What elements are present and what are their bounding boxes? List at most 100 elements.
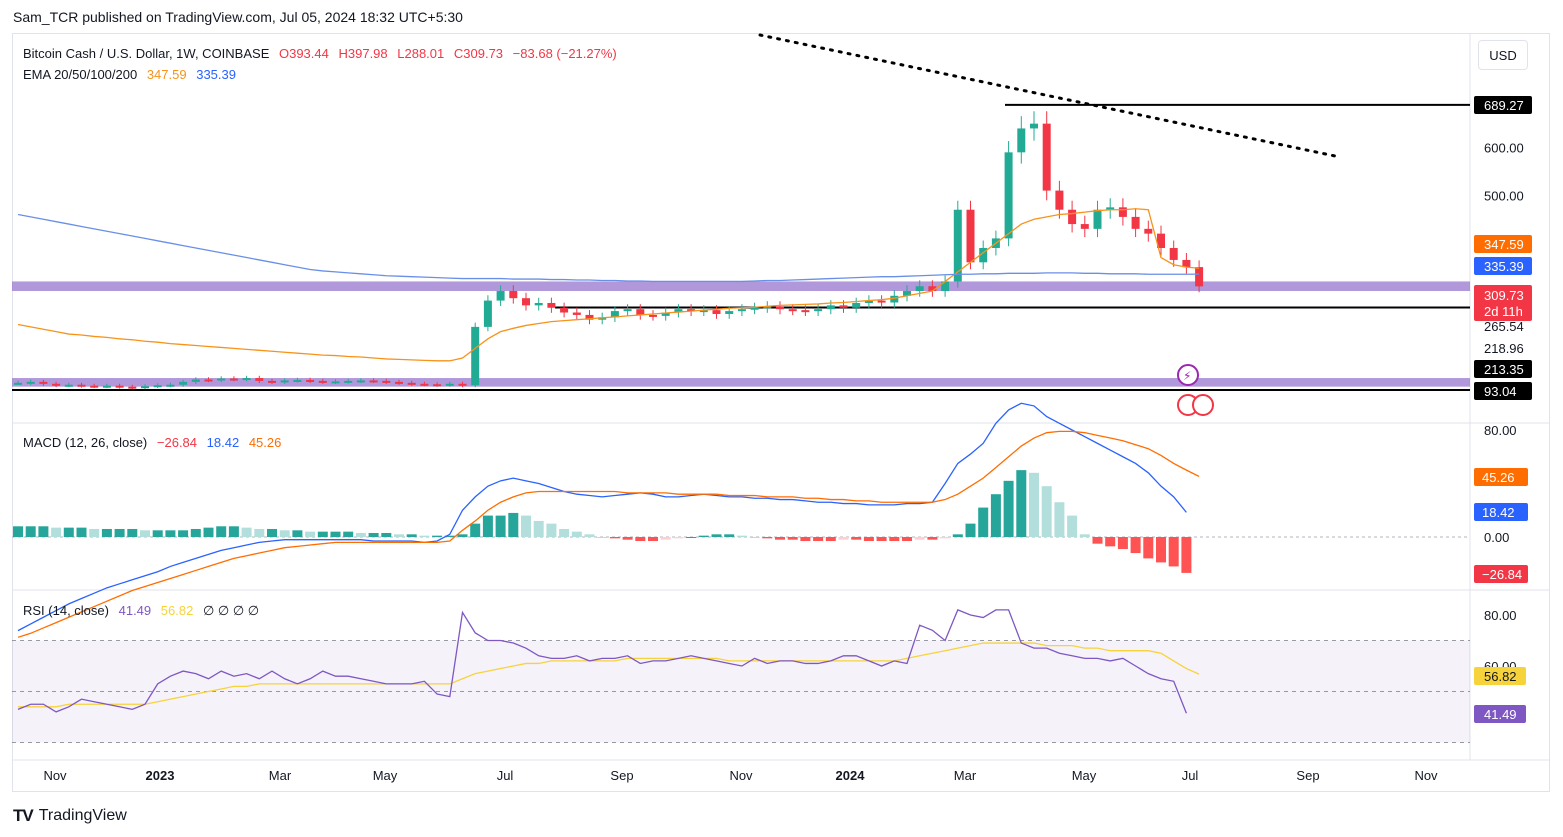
candle-body [1131, 216, 1140, 229]
rsi-label-badge [1474, 667, 1526, 685]
macd-histogram-bar [673, 537, 684, 539]
price-label-text: 213.35 [1484, 362, 1524, 377]
candle-body [966, 209, 975, 263]
ema-orange-line [17, 208, 1200, 362]
rsi-label-text: 56.82 [1484, 669, 1517, 684]
candle-body [331, 381, 340, 384]
ema-legend: EMA 20/50/100/200 347.59 335.39 [23, 67, 242, 82]
ohlc-open: O393.44 [278, 46, 329, 61]
candle-body [395, 381, 403, 384]
rsi-empty-values: ∅ ∅ ∅ ∅ [202, 603, 260, 618]
macd-histogram-bar [178, 530, 189, 537]
macd-histogram-bar [813, 537, 824, 542]
macd-histogram-bar [1092, 537, 1103, 544]
candle-body [598, 317, 607, 320]
candle-body [1042, 123, 1051, 191]
candle-body [166, 384, 175, 387]
ema-value-1: 347.59 [146, 67, 187, 82]
macd-histogram-bar [470, 523, 481, 537]
time-axis-tick: Mar [269, 768, 292, 783]
rsi-axis-tick: 80.00 [1484, 608, 1517, 623]
candle-body [864, 300, 873, 303]
price-axis-tick: 500.00 [1484, 188, 1524, 203]
price-label-badge [1474, 285, 1532, 321]
candle-body [1055, 190, 1064, 210]
support-zone [12, 281, 1470, 292]
macd-histogram-bar [952, 534, 963, 537]
candle-body [572, 312, 581, 315]
candle-body [1080, 224, 1089, 229]
macd-histogram-bar [660, 537, 671, 540]
candle-body [382, 380, 391, 383]
candle-body [217, 378, 226, 381]
macd-histogram-bar [152, 530, 163, 537]
price-label-badge [1474, 382, 1532, 400]
macd-histogram-bar [292, 530, 303, 537]
macd-histogram-bar [914, 537, 925, 540]
macd-histogram-bar [762, 537, 773, 539]
candle-body [293, 379, 302, 382]
candle-body [674, 309, 683, 313]
macd-histogram-bar [368, 532, 379, 537]
candle-body [776, 306, 784, 310]
macd-histogram-bar [63, 527, 74, 537]
candle-body [661, 312, 670, 316]
brand-name: TradingView [38, 807, 127, 824]
macd-histogram-bar [749, 537, 760, 538]
candle-body [750, 307, 759, 310]
candle-body [1004, 152, 1013, 239]
price-label-text: 218.96 [1484, 341, 1524, 356]
macd-histogram-bar [1105, 537, 1116, 547]
macd-histogram-bar [927, 537, 938, 540]
candle-body [1017, 128, 1026, 153]
macd-label-text: 45.26 [1482, 470, 1515, 485]
candle-body [712, 310, 721, 314]
candle-body [64, 384, 73, 387]
candle-body [356, 380, 365, 383]
macd-histogram-bar [140, 530, 150, 537]
macd-histogram-bar [241, 527, 252, 537]
price-label-countdown: 2d 11h [1484, 304, 1523, 319]
macd-histogram-bar [1016, 470, 1027, 537]
candle-body [268, 380, 276, 383]
macd-histogram-bar [76, 527, 87, 537]
candle-body [280, 380, 289, 383]
macd-signal-value: 45.26 [248, 435, 282, 450]
price-axis-tick: 600.00 [1484, 141, 1524, 156]
macd-histogram-bar [1054, 502, 1065, 537]
candle-body [1195, 267, 1204, 287]
rsi-label: RSI (14, close) [23, 603, 109, 618]
candle-body [1182, 259, 1191, 268]
candle-body [585, 314, 594, 320]
symbol-name: Bitcoin Cash / U.S. Dollar, 1W, COINBASE [23, 46, 270, 61]
macd-histogram-bar [902, 537, 912, 542]
macd-histogram-bar [457, 534, 468, 537]
currency-button[interactable]: USD [1478, 40, 1528, 70]
ohlc-change: −83.68 (−21.27%) [512, 46, 617, 61]
macd-histogram-bar [267, 528, 277, 537]
candle-body [102, 385, 111, 388]
macd-histogram-bar [228, 526, 239, 537]
price-label-badge [1474, 257, 1532, 275]
macd-histogram-bar [978, 507, 989, 537]
macd-histogram-bar [851, 537, 862, 540]
macd-histogram-bar [1117, 537, 1128, 550]
macd-histogram-bar [838, 537, 849, 540]
candle-body [763, 306, 772, 309]
macd-histogram-bar [394, 534, 404, 537]
candle-body [890, 295, 899, 303]
candle-body [623, 309, 632, 312]
lightning-event-icon [1177, 364, 1199, 386]
macd-histogram-bar [940, 537, 951, 539]
price-label-badge [1474, 235, 1532, 253]
price-label-text: 309.73 [1484, 288, 1524, 303]
candle-body [39, 381, 48, 384]
macd-histogram-bar [559, 528, 570, 537]
candle-body [610, 311, 619, 318]
candle-body [725, 311, 734, 314]
candle-body [420, 383, 429, 386]
macd-histogram-bar [686, 537, 697, 538]
candle-body [1030, 123, 1038, 129]
macd-histogram-bar [279, 530, 290, 537]
